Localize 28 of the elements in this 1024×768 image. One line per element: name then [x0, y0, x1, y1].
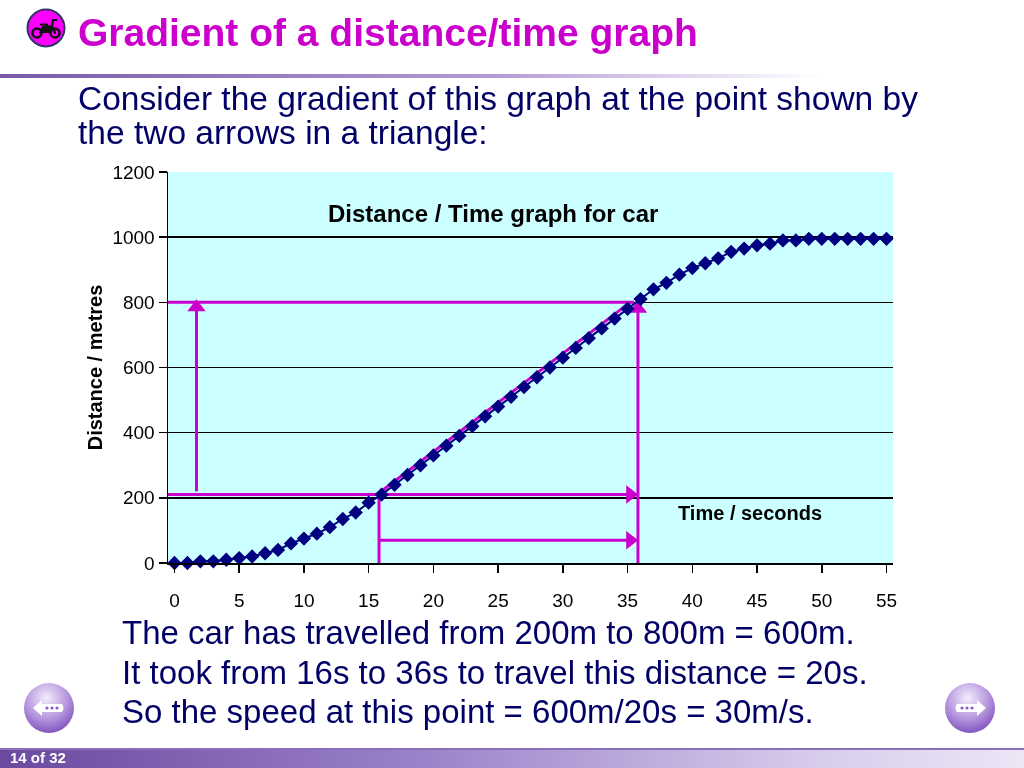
- text: So the speed at this point = 600m/20s = 30m/s.: [122, 692, 815, 732]
- x-tick-label: 0: [169, 590, 180, 612]
- y-tick-label: 1200: [112, 161, 155, 183]
- x-tick-label: 45: [746, 590, 768, 612]
- annotation: Distance / Time graph for car: [328, 200, 659, 227]
- chart-subtitle: Consider the gradient of this graph at the point shown by the two arrows in a triangle:: [78, 80, 919, 151]
- x-tick-label: 5: [233, 590, 245, 612]
- x-tick-label: 25: [487, 590, 509, 612]
- y-tick-label: 0: [144, 552, 155, 574]
- y-axis-title: Distance / metres: [84, 284, 107, 451]
- y-tick-label: 600: [123, 357, 155, 379]
- x-axis-title: Time / seconds: [678, 502, 823, 524]
- x-tick-label: 20: [422, 590, 444, 612]
- x-tick-label: 55: [875, 590, 898, 612]
- text: The car has travelled from 200m to 800m = 600m.: [122, 613, 856, 653]
- x-tick-label: 50: [811, 590, 833, 612]
- y-tick-label: 200: [123, 487, 155, 509]
- text: 14 of 32: [10, 749, 66, 767]
- y-tick-label: 400: [123, 422, 155, 444]
- x-tick-label: 40: [681, 590, 703, 612]
- x-tick-label: 10: [293, 590, 315, 612]
- x-tick-label: 35: [617, 590, 639, 612]
- text: It took from 16s to 36s to travel this distance = 20s.: [122, 652, 868, 692]
- x-tick-label: 30: [552, 590, 574, 612]
- chart-title: Gradient of a distance/time graph: [78, 10, 698, 56]
- x-tick-label: 15: [358, 590, 380, 612]
- y-tick-label: 1000: [112, 226, 155, 248]
- y-tick-label: 800: [123, 291, 155, 313]
